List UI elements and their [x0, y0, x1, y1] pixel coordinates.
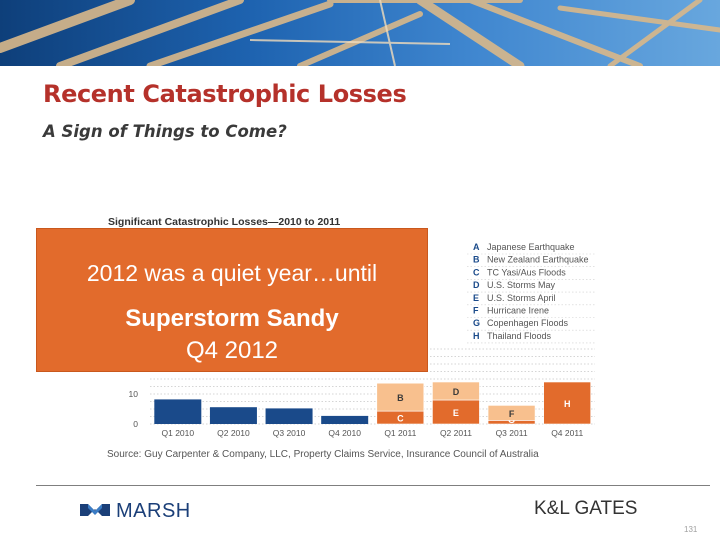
x-tick-label: Q1 2011	[384, 428, 416, 438]
chart-legend: A Japanese Earthquake B New Zealand Earthqu…	[467, 242, 595, 344]
callout-line-superstorm: Superstorm Sandy	[125, 305, 339, 332]
slide-subtitle: A Sign of Things to Come?	[43, 122, 287, 141]
marsh-logo-icon	[80, 504, 110, 516]
x-tick-label: Q2 2010	[217, 428, 250, 438]
roof-truss-photo	[0, 0, 720, 66]
legend-label-f: Hurricane Irene	[487, 306, 549, 316]
legend-label-d: U.S. Storms May	[487, 280, 556, 290]
klgates-logo: K&L GATES	[534, 498, 638, 519]
chart-bars: CBEDGFH	[154, 381, 591, 425]
y-tick-label: 10	[129, 389, 139, 399]
legend-label-h: Thailand Floods	[487, 331, 552, 341]
legend-key-f: F	[473, 306, 479, 316]
x-tick-label: Q3 2011	[496, 428, 528, 438]
x-tick-label: Q3 2010	[273, 428, 306, 438]
bar-q4-2010	[321, 415, 369, 424]
callout-line-quarter: Q4 2012	[185, 337, 279, 364]
legend-label-g: Copenhagen Floods	[487, 318, 569, 328]
bar-label-f: F	[509, 409, 515, 419]
x-tick-label: Q4 2010	[328, 428, 361, 438]
x-tick-label: Q1 2010	[162, 428, 195, 438]
catastrophic-losses-chart: Significant Catastrophic Losses—2010 to …	[107, 216, 595, 460]
slide-title: Recent Catastrophic Losses	[43, 80, 407, 108]
legend-key-b: B	[473, 255, 480, 265]
chart-source: Source: Guy Carpenter & Company, LLC, Pr…	[107, 449, 539, 460]
bar-label-d: D	[453, 387, 460, 397]
legend-label-b: New Zealand Earthquake	[487, 255, 589, 265]
bar-segment-f	[487, 405, 536, 421]
legend-key-d: D	[473, 280, 480, 290]
legend-key-g: G	[473, 318, 480, 328]
legend-key-e: E	[473, 293, 479, 303]
legend-key-c: C	[473, 267, 480, 277]
bar-segment-e	[432, 399, 480, 425]
bar-label-e: E	[453, 408, 459, 418]
legend-label-c: TC Yasi/Aus Floods	[487, 267, 566, 277]
legend-key-a: A	[473, 242, 480, 252]
x-tick-label: Q2 2011	[440, 428, 472, 438]
header-banner	[0, 0, 720, 66]
bar-label-h: H	[564, 399, 571, 409]
bar-label-c: C	[397, 414, 404, 424]
bar-q3-2010	[265, 408, 313, 424]
page-number: 131	[684, 525, 698, 534]
y-axis-ticks: 0 10	[129, 389, 139, 429]
bar-segment-h	[543, 381, 591, 425]
marsh-logo-text: MARSH	[116, 500, 191, 522]
x-tick-label: Q4 2011	[551, 428, 583, 438]
x-axis-ticks: Q1 2010 Q2 2010 Q3 2010 Q4 2010 Q1 2011 Q2 20…	[162, 428, 584, 438]
bar-q2-2010	[209, 407, 257, 424]
bar-segment-d	[432, 381, 480, 401]
legend-label-a: Japanese Earthquake	[487, 242, 575, 252]
sandy-callout-box: 2012 was a quiet year…until Superstorm S…	[36, 228, 428, 372]
legend-label-e: U.S. Storms April	[487, 293, 556, 303]
footer-divider	[36, 485, 710, 486]
bar-label-b: B	[397, 393, 404, 403]
bar-segment-b	[376, 382, 425, 412]
legend-key-h: H	[473, 331, 480, 341]
bar-q1-2010	[154, 399, 202, 424]
callout-line-quiet-year: 2012 was a quiet year…until	[86, 260, 378, 286]
y-tick-label: 0	[133, 419, 138, 429]
chart-title: Significant Catastrophic Losses—2010 to …	[108, 216, 340, 228]
